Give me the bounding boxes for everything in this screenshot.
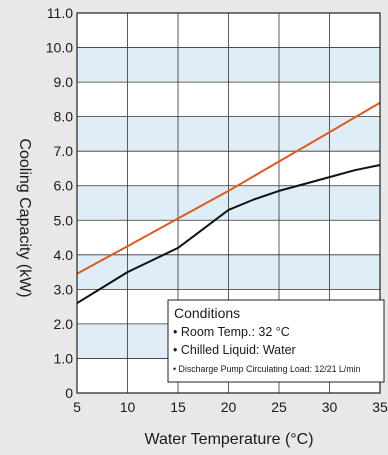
y-tick-label: 11.0 xyxy=(47,5,73,21)
conditions-line-chilled-liquid: • Chilled Liquid: Water xyxy=(173,343,296,357)
x-tick-label: 30 xyxy=(322,399,338,415)
plot-frame xyxy=(76,12,381,394)
x-tick-label: 20 xyxy=(221,399,237,415)
y-tick-labels: 0 1.0 2.0 3.0 4.0 5.0 6.0 7.0 8.0 9.0 10.0 11.0 xyxy=(46,5,73,401)
x-tick-label: 25 xyxy=(271,399,287,415)
y-axis-label: Cooling Capacity (kW) xyxy=(16,138,33,297)
y-tick-label: 3.0 xyxy=(54,281,74,297)
x-tick-label: 15 xyxy=(170,399,186,415)
y-tick-label: 9.0 xyxy=(54,74,74,90)
series-line-1 xyxy=(76,101,381,275)
conditions-box: Conditions • Room Temp.: 32 °C • Chilled… xyxy=(167,299,385,383)
y-tick-label: 5.0 xyxy=(54,212,74,228)
conditions-title: Conditions xyxy=(174,305,240,321)
x-tick-label: 35 xyxy=(372,399,388,415)
conditions-line-pump-load: • Discharge Pump Circulating Load: 12/21… xyxy=(173,364,361,374)
conditions-box-frame xyxy=(167,299,385,383)
y-tick-label: 8.0 xyxy=(54,109,74,125)
conditions-line-room-temp: • Room Temp.: 32 °C xyxy=(173,325,290,339)
x-tick-labels: 5 10 15 20 25 30 35 xyxy=(73,399,388,415)
y-tick-label: 4.0 xyxy=(54,247,74,263)
y-tick-label: 1.0 xyxy=(54,350,74,366)
x-tick-label: 10 xyxy=(120,399,136,415)
y-tick-label: 10.0 xyxy=(46,40,73,56)
y-tick-label: 2.0 xyxy=(54,316,74,332)
x-tick-label: 5 xyxy=(73,399,81,415)
series-layer xyxy=(76,101,381,305)
y-tick-label: 7.0 xyxy=(54,143,74,159)
y-tick-label: 0 xyxy=(65,385,73,401)
series-line-2 xyxy=(76,164,381,305)
y-tick-label: 6.0 xyxy=(54,178,74,194)
x-axis-label: Water Temperature (°C) xyxy=(144,431,313,448)
